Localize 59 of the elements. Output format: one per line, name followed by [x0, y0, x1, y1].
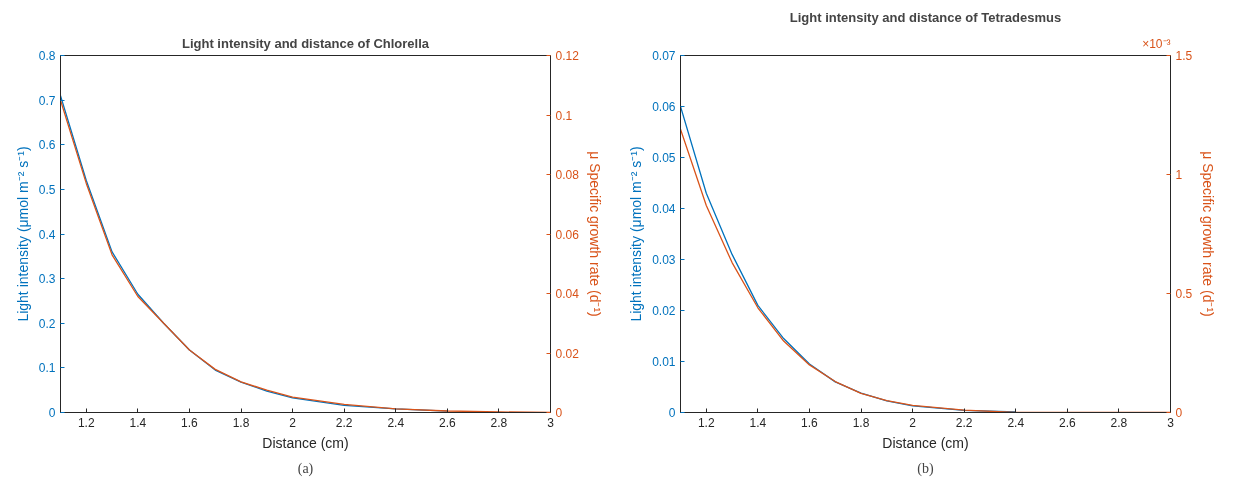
- y-tick-label: 0.7: [38, 93, 56, 108]
- x-tick-label: 1.4: [749, 415, 767, 430]
- y2-tick-label: 0.1: [555, 108, 573, 123]
- x-tick-label: 2.4: [1007, 415, 1025, 430]
- y-tick-label: 0.04: [652, 202, 676, 216]
- y-tick-label: 0.05: [652, 151, 676, 165]
- y2-tick-label: 0.5: [1175, 287, 1193, 301]
- y2-axis-title: μ Specific growth rate (d⁻¹): [586, 151, 603, 317]
- y-tick-label: 0: [48, 406, 56, 420]
- x-tick-label: 1.6: [801, 415, 819, 430]
- x-tick-label: 2.6: [1059, 415, 1077, 430]
- y-tick-label: 0.4: [38, 227, 56, 242]
- x-tick-label: 3: [547, 415, 555, 430]
- x-axis-title: Distance (cm): [262, 434, 349, 451]
- x-tick-label: 1.8: [232, 415, 250, 430]
- x-tick-label: 2.2: [955, 415, 973, 430]
- y-tick-label: 0.6: [38, 138, 56, 153]
- x-tick-label: 2: [909, 415, 917, 430]
- x-axis-title: Distance (cm): [882, 434, 969, 451]
- y-tick-label: 0.8: [38, 49, 56, 63]
- y2-tick-label: 0: [555, 406, 563, 420]
- text: (a): [297, 460, 314, 477]
- text: (b): [917, 460, 934, 477]
- x-tick-label: 2.4: [387, 415, 405, 430]
- y2-tick-label: 0.06: [555, 227, 580, 242]
- y2-tick-label: 0.12: [555, 49, 580, 63]
- x-tick-label: 2.8: [490, 415, 508, 430]
- y-tick-label: 0: [668, 406, 676, 420]
- x-tick-label: 2.6: [439, 415, 457, 430]
- x-tick-label: 1.2: [697, 415, 715, 430]
- chart-title: Light intensity and distance of Chlorella: [181, 35, 430, 51]
- y-tick-label: 0.01: [652, 355, 676, 369]
- y-tick-label: 0.1: [38, 361, 56, 376]
- x-tick-label: 2.2: [335, 415, 353, 430]
- x-tick-label: 1.2: [77, 415, 95, 430]
- y-tick-label: 0.07: [652, 49, 676, 63]
- x-tick-label: 1.6: [181, 415, 199, 430]
- y2-tick-label: 0: [1175, 406, 1183, 420]
- y2-tick-label: 0.08: [555, 168, 580, 182]
- x-tick-label: 1.4: [129, 415, 147, 430]
- x-tick-label: 1.8: [852, 415, 870, 430]
- x-tick-label: 2.8: [1110, 415, 1128, 430]
- y2-tick-label: 1.5: [1175, 49, 1193, 63]
- y2-tick-label: 0.04: [555, 287, 580, 301]
- y2-axis-title: μ Specific growth rate (d⁻¹): [1200, 151, 1217, 317]
- text: ×10⁻³: [1142, 36, 1171, 51]
- y-axis-title: Light intensity (μmol m⁻² s⁻¹): [14, 146, 31, 322]
- y-tick-label: 0.3: [38, 272, 56, 287]
- y-tick-label: 0.2: [38, 316, 56, 331]
- y2-tick-label: 0.02: [555, 346, 580, 361]
- x-tick-label: 2: [289, 415, 297, 430]
- chart-title: Light intensity and distance of Tetradesmus: [789, 9, 1062, 25]
- y-tick-label: 0.03: [652, 253, 676, 267]
- x-tick-label: 3: [1167, 415, 1175, 430]
- y2-tick-label: 1: [1175, 168, 1183, 182]
- y-tick-label: 0.02: [652, 304, 676, 318]
- y-tick-label: 0.5: [38, 182, 56, 197]
- y-tick-label: 0.06: [652, 100, 676, 114]
- y-axis-title: Light intensity (μmol m⁻² s⁻¹): [628, 146, 645, 322]
